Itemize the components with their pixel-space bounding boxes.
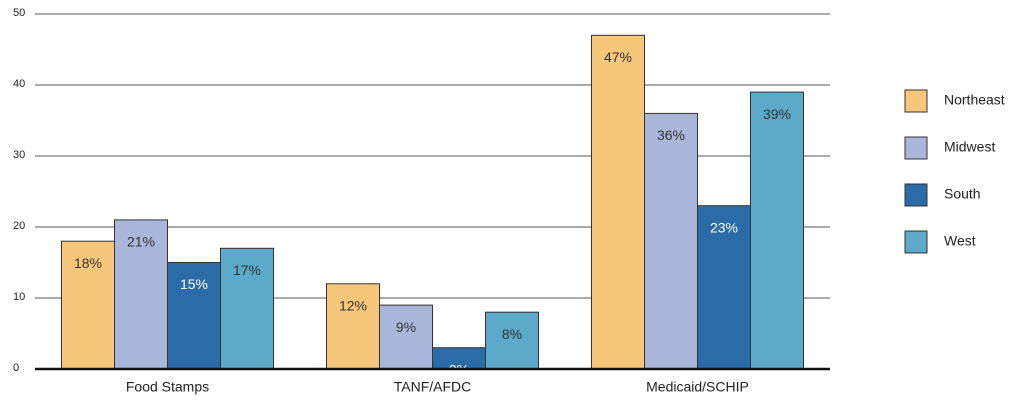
bar <box>220 247 274 370</box>
x-tick-label: Food Stamps <box>126 379 209 395</box>
value-label: 39% <box>763 106 791 122</box>
legend-swatch <box>904 183 928 207</box>
value-label: 9% <box>396 319 416 335</box>
value-label: 17% <box>233 262 261 278</box>
y-tick-label: 40 <box>13 78 25 90</box>
value-label: 23% <box>710 219 738 235</box>
value-label: 8% <box>502 326 522 342</box>
x-tick-label: Medicaid/SCHIP <box>646 379 749 395</box>
legend-swatch <box>904 230 928 254</box>
legend-label: West <box>944 233 976 249</box>
x-tick-label: TANF/AFDC <box>394 379 472 395</box>
legend-label: Midwest <box>944 139 995 155</box>
value-label: 15% <box>180 276 208 292</box>
y-tick-label: 50 <box>13 7 25 19</box>
bar <box>379 304 433 370</box>
value-label: 18% <box>74 255 102 271</box>
value-label: 47% <box>604 49 632 65</box>
bar <box>644 112 698 370</box>
y-tick-label: 30 <box>13 149 25 161</box>
y-tick-label: 10 <box>13 291 25 303</box>
value-label: 12% <box>339 298 367 314</box>
legend-swatch <box>904 136 928 160</box>
legend-label: Northeast <box>944 92 1005 108</box>
bar <box>750 91 804 370</box>
value-label: 36% <box>657 127 685 143</box>
value-label: 21% <box>127 234 155 250</box>
y-tick-label: 0 <box>13 362 19 374</box>
legend-swatch <box>904 89 928 113</box>
legend-label: South <box>944 186 981 202</box>
bar <box>591 34 645 370</box>
bar <box>326 283 380 370</box>
y-tick-label: 20 <box>13 220 25 232</box>
